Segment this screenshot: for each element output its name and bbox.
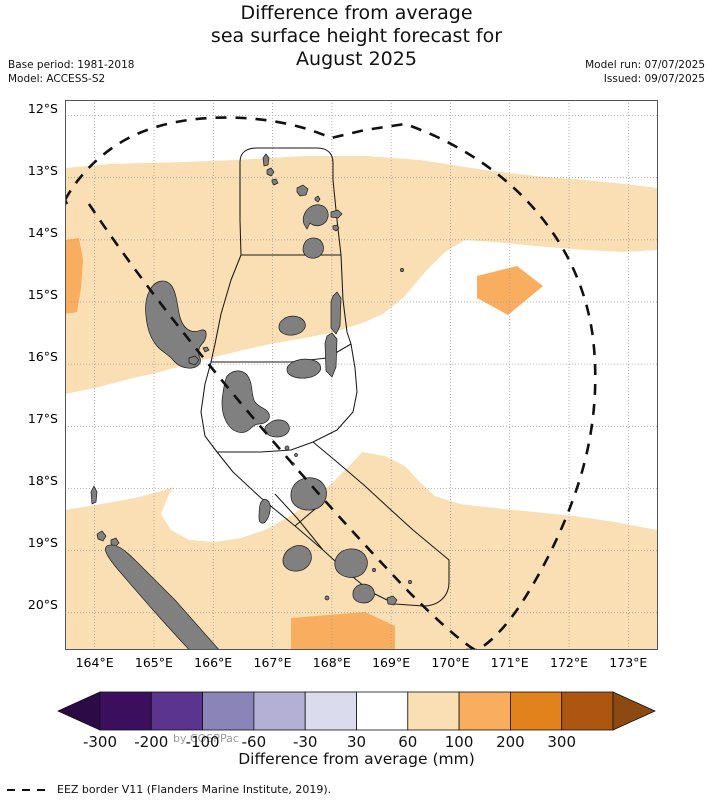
colorbar-band-4: [304, 691, 357, 731]
colorbar-axis-label: Difference from average (mm): [238, 750, 475, 768]
x-tick-166e: 166°E: [194, 655, 233, 670]
map-frame: [65, 100, 658, 650]
x-tick-169e: 169°E: [372, 655, 411, 670]
x-tick-170e: 170°E: [431, 655, 470, 670]
x-tick-168e: 168°E: [312, 655, 351, 670]
map-panel: © Commonwealth of Australia 2025, Bureau…: [65, 100, 658, 745]
footer-legend: EEZ border V11 (Flanders Marine Institut…: [6, 783, 331, 796]
y-tick-17s: 17°S: [27, 411, 58, 426]
x-tick-165e: 165°E: [134, 655, 173, 670]
y-tick-12s: 12°S: [27, 101, 58, 116]
colorbar-bands: [99, 691, 614, 731]
colorbar-band-7: [458, 691, 511, 731]
title-line-3: August 2025: [296, 48, 417, 70]
metadata-left: Base period: 1981-2018 Model: ACCESS-S2: [8, 58, 134, 86]
colorbar-canvas: -300 -200 -100 -60 -30 30 60 100 200 300: [57, 691, 656, 748]
base-period-label: Base period: 1981-2018: [8, 59, 135, 71]
colorbar-tick-1: -200: [134, 733, 168, 748]
band-neg30-30-southeast: [395, 400, 658, 530]
model-label: Model: ACCESS-S2: [8, 73, 106, 85]
y-tick-19s: 19°S: [27, 535, 58, 550]
y-tick-16s: 16°S: [27, 349, 58, 364]
y-tick-20s: 20°S: [27, 597, 58, 612]
x-tick-171e: 171°E: [490, 655, 529, 670]
title-line-2: sea surface height forecast for: [210, 25, 503, 47]
eez-border-southwest[interactable]: [87, 203, 476, 650]
land-new-caledonia: [90, 485, 330, 650]
eez-dash-sample-icon: [7, 788, 51, 791]
issued-label: Issued: 09/07/2025: [603, 73, 705, 85]
colorbar-band-6: [407, 691, 460, 731]
band-neg30-30-vanuatu-interior: [161, 332, 417, 542]
colorbar-over-arrow: [612, 691, 656, 731]
colorbar-tick-7: 100: [445, 733, 474, 748]
colorbar-band-5: [356, 691, 409, 731]
eez-footnote: EEZ border V11 (Flanders Marine Institut…: [57, 783, 332, 796]
band-60-100-south-patch: [291, 612, 395, 650]
model-run-label: Model run: 07/07/2025: [585, 59, 705, 71]
colorbar: -300 -200 -100 -60 -30 30 60 100 200 300: [0, 690, 713, 750]
y-tick-14s: 14°S: [27, 225, 58, 240]
colorbar-band-8: [509, 691, 563, 731]
band-60-100-east-patch: [477, 266, 543, 315]
x-tick-167e: 167°E: [253, 655, 292, 670]
x-tick-173e: 173°E: [609, 655, 648, 670]
map-canvas: [65, 100, 658, 650]
colorbar-tick-0: -300: [83, 733, 117, 748]
y-tick-15s: 15°S: [27, 287, 58, 302]
colorbar-tick-9: 300: [547, 733, 576, 748]
x-tick-172e: 172°E: [549, 655, 589, 670]
colorbar-band-0: [99, 691, 152, 731]
colorbar-band-9: [561, 691, 614, 731]
colorbar-band-2: [202, 691, 255, 731]
colorbar-band-3: [253, 691, 306, 731]
colorbar-tick-5: 30: [347, 733, 366, 748]
metadata-right: Model run: 07/07/2025 Issued: 09/07/2025: [585, 58, 705, 86]
title-line-1: Difference from average: [240, 2, 473, 24]
colorbar-tick-4: -30: [293, 733, 318, 748]
x-tick-164e: 164°E: [75, 655, 114, 670]
colorbar-tick-8: 200: [496, 733, 525, 748]
colorbar-band-1: [150, 691, 204, 731]
y-tick-18s: 18°S: [27, 473, 58, 488]
page-title: Difference from average sea surface heig…: [0, 2, 713, 71]
colorbar-tick-2: -100: [186, 733, 220, 748]
y-tick-13s: 13°S: [27, 163, 58, 178]
colorbar-under-arrow: [57, 691, 101, 731]
colorbar-tick-6: 60: [398, 733, 417, 748]
colorbar-tick-3: -60: [242, 733, 267, 748]
band-60-100-west-sliver: [65, 238, 83, 314]
credit-line-2: by COSPPac: [173, 732, 239, 745]
